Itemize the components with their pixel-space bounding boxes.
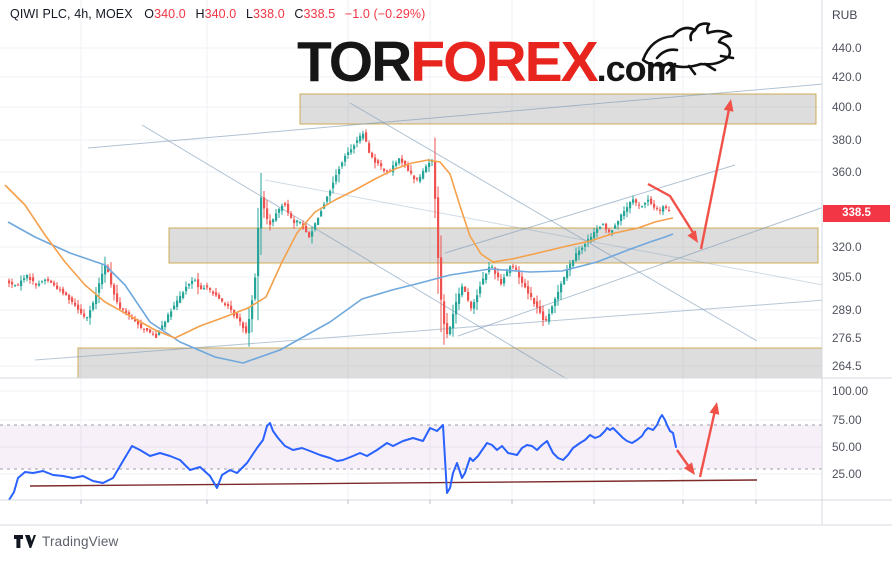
svg-text:380.0: 380.0 [832, 133, 862, 147]
candles [8, 129, 671, 347]
forecast-arrows [647, 99, 734, 478]
rsi-support-line [29, 479, 758, 487]
tradingview-icon [14, 535, 36, 548]
supply-demand-zone [168, 227, 819, 264]
tradingview-label: TradingView [42, 534, 119, 549]
svg-text:305.0: 305.0 [832, 270, 862, 284]
trendline [349, 102, 758, 342]
trendline [34, 299, 822, 361]
bull-icon [641, 22, 735, 76]
close-value: 338.5 [303, 7, 336, 21]
supply-demand-zone [77, 347, 822, 379]
svg-text:50.00: 50.00 [832, 440, 862, 454]
price-axis: RUB 440.0 420.0 400.0 380.0 360.0 320.0 305.0 28… [832, 8, 869, 481]
change-value: −1.0 (−0.29%) [344, 7, 426, 21]
trendline [444, 164, 736, 254]
price-pane [4, 83, 822, 380]
low-value: 338.0 [253, 7, 285, 21]
high-label: H [195, 7, 205, 21]
ma-fast [4, 159, 674, 339]
low-label: L [245, 7, 253, 21]
trendline [87, 83, 822, 149]
high-value: 340.0 [204, 7, 237, 21]
svg-text:400.0: 400.0 [832, 100, 862, 114]
svg-text:276.5: 276.5 [832, 331, 862, 345]
svg-text:75.00: 75.00 [832, 413, 862, 427]
open-label: O [144, 7, 155, 21]
svg-text:100.00: 100.00 [832, 384, 869, 398]
watermark-com: .com [596, 48, 678, 89]
close-label: C [294, 7, 304, 21]
svg-text:320.0: 320.0 [832, 240, 862, 254]
watermark-forex: FOREX [410, 30, 598, 94]
svg-text:360.0: 360.0 [832, 165, 862, 179]
symbol-legend[interactable]: QIWI PLC, 4h, MOEX O340.0 H340.0 L338.0 … [10, 7, 425, 21]
symbol-title: QIWI PLC, 4h, MOEX [10, 7, 133, 21]
svg-text:289.0: 289.0 [832, 303, 862, 317]
svg-text:420.0: 420.0 [832, 70, 862, 84]
tradingview-logo[interactable]: TradingView [14, 534, 119, 549]
svg-text:440.0: 440.0 [832, 41, 862, 55]
svg-text:264.5: 264.5 [832, 359, 862, 373]
trendline [264, 179, 822, 286]
trendline [141, 124, 568, 380]
ma-slow [7, 221, 674, 364]
svg-text:25.00: 25.00 [832, 467, 862, 481]
open-value: 340.0 [154, 7, 186, 21]
trendline [457, 207, 822, 337]
torforex-watermark: TORFOREX.com [297, 20, 747, 100]
last-price-badge: 338.5 [823, 205, 890, 222]
watermark-tor: TOR [297, 30, 412, 94]
rsi-line [7, 414, 677, 500]
rsi-pane [0, 414, 822, 500]
currency-label: RUB [832, 8, 857, 22]
